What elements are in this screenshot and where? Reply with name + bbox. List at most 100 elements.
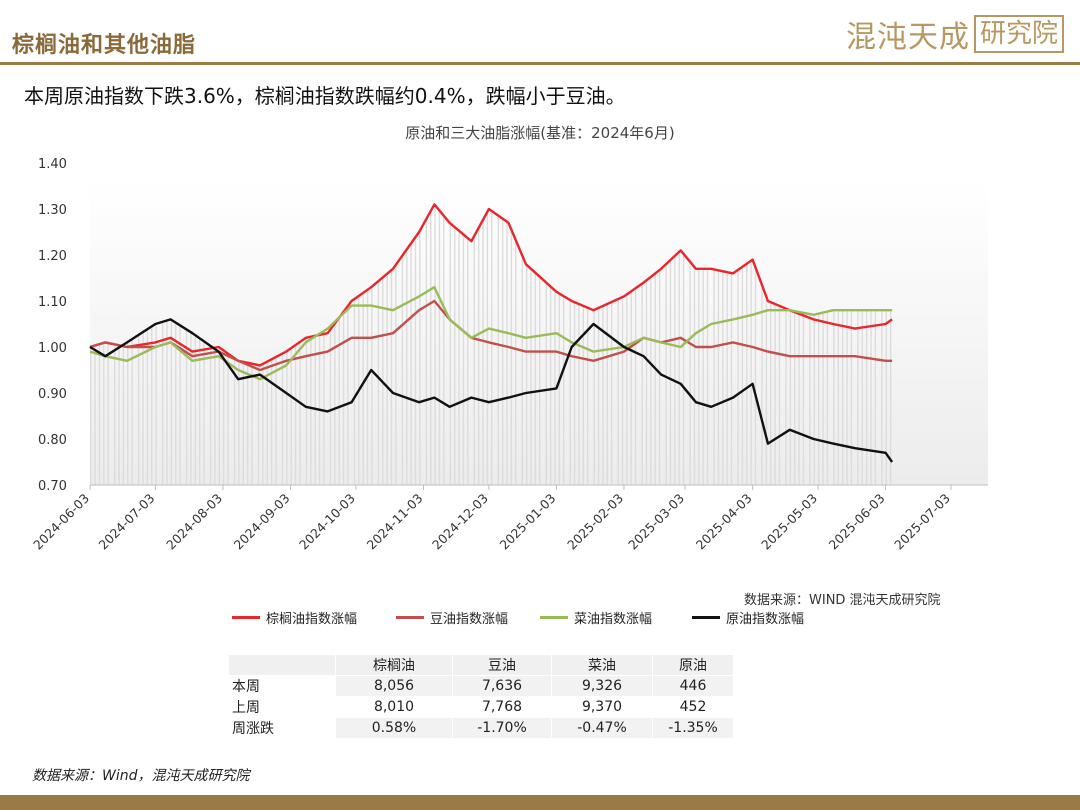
shade-column xyxy=(410,244,412,485)
shade-column xyxy=(713,269,715,485)
shade-column xyxy=(778,305,781,485)
logo-box-text: 研究院 xyxy=(974,15,1065,53)
x-tick-label: 2025-07-03 xyxy=(891,491,953,553)
shade-column xyxy=(227,353,229,485)
legend-swatch-crude xyxy=(692,616,720,619)
shade-column xyxy=(430,212,432,486)
shade-column xyxy=(390,270,393,485)
shade-column xyxy=(865,310,868,485)
shade-column xyxy=(785,308,787,485)
shade-column xyxy=(593,310,595,485)
row-label: 本周 xyxy=(228,675,336,697)
shade-column xyxy=(817,313,820,485)
shade-column xyxy=(338,318,340,485)
table-header-row: 棕榈油 豆油 菜油 原油 xyxy=(228,654,734,676)
shade-column xyxy=(741,267,744,485)
shade-column xyxy=(314,335,316,485)
shade-column xyxy=(698,268,700,485)
shade-column xyxy=(281,353,284,485)
shade-column xyxy=(506,221,508,485)
y-tick-label: 0.90 xyxy=(38,387,67,402)
shade-column xyxy=(730,272,733,485)
x-tick-label: 2024-07-03 xyxy=(96,491,158,553)
table-cell: 7,636 xyxy=(452,675,552,697)
shade-column xyxy=(689,260,691,485)
shade-column xyxy=(722,271,724,485)
shade-column xyxy=(443,214,445,485)
shade-column xyxy=(621,297,624,485)
shade-column xyxy=(462,233,465,485)
series-line-2 xyxy=(89,286,893,381)
shade-column xyxy=(881,310,883,485)
shade-column xyxy=(161,322,164,485)
shade-column xyxy=(401,256,404,485)
shade-column xyxy=(586,307,589,485)
shade-column xyxy=(761,283,763,485)
shade-column xyxy=(501,218,504,485)
y-tick-label: 1.10 xyxy=(38,295,67,310)
shade-column xyxy=(419,232,421,485)
y-tick-label: 1.40 xyxy=(38,157,67,172)
shade-column xyxy=(366,290,369,485)
shade-column xyxy=(750,261,752,485)
price-table: 棕榈油 豆油 菜油 原油 本周 8,056 7,636 9,326 446 上周… xyxy=(228,654,734,739)
shade-column xyxy=(889,310,892,485)
shade-column xyxy=(717,270,720,485)
x-tick-label: 2024-12-03 xyxy=(429,491,491,553)
legend-label-crude: 原油指数涨幅 xyxy=(726,612,805,627)
x-tick-label: 2025-03-03 xyxy=(625,491,687,553)
legend-item-crude: 原油指数涨幅 xyxy=(692,608,804,627)
x-tick-label: 2024-08-03 xyxy=(163,491,225,553)
shade-column xyxy=(837,310,840,485)
col-header: 棕榈油 xyxy=(335,654,453,676)
table-cell: -1.35% xyxy=(652,717,734,739)
y-tick-label: 1.20 xyxy=(38,249,67,264)
shade-column xyxy=(222,350,225,485)
shade-column xyxy=(706,268,709,485)
table-row: 本周 8,056 7,636 9,326 446 xyxy=(228,675,734,697)
shade-column xyxy=(726,272,728,485)
legend-item-palm: 棕榈油指数涨幅 xyxy=(232,608,357,627)
shade-column xyxy=(449,222,452,486)
shade-column xyxy=(118,345,120,485)
shade-column xyxy=(833,310,835,485)
col-header: 豆油 xyxy=(452,654,552,676)
shade-column xyxy=(377,281,380,485)
shade-column xyxy=(497,215,499,485)
shade-column xyxy=(209,345,212,485)
shade-column xyxy=(151,326,153,485)
shade-column xyxy=(425,220,428,485)
shade-column xyxy=(137,335,140,485)
shade-column xyxy=(113,344,116,485)
legend-label-palm: 棕榈油指数涨幅 xyxy=(266,612,358,627)
company-logo: 混沌天成 研究院 xyxy=(846,14,1065,55)
shade-column xyxy=(597,308,600,485)
shade-column xyxy=(802,312,805,485)
shade-column xyxy=(654,273,656,485)
x-tick-label: 2024-11-03 xyxy=(364,491,426,553)
shade-column xyxy=(342,312,345,485)
shade-column xyxy=(438,209,441,485)
shade-column xyxy=(218,347,220,485)
shade-column xyxy=(270,359,273,485)
shade-column xyxy=(434,204,436,485)
table-corner xyxy=(228,654,336,676)
shade-column xyxy=(467,237,469,485)
shade-column xyxy=(146,329,149,485)
shade-column xyxy=(251,363,253,485)
shade-column xyxy=(515,238,517,485)
shade-column xyxy=(286,351,288,485)
header-divider xyxy=(0,62,1080,65)
series-line-0 xyxy=(89,203,893,367)
shade-column xyxy=(486,213,489,485)
legend-item-soy: 豆油指数涨幅 xyxy=(396,608,508,627)
series-line-3 xyxy=(89,318,894,463)
shade-column xyxy=(510,227,513,485)
legend-swatch-soy xyxy=(396,616,424,619)
shade-column xyxy=(175,322,177,485)
x-tick-label: 2025-06-03 xyxy=(826,491,888,553)
x-tick-label: 2025-04-03 xyxy=(693,491,755,553)
table-cell: 7,768 xyxy=(452,696,552,718)
shade-column xyxy=(602,306,604,485)
shade-column xyxy=(214,347,216,485)
